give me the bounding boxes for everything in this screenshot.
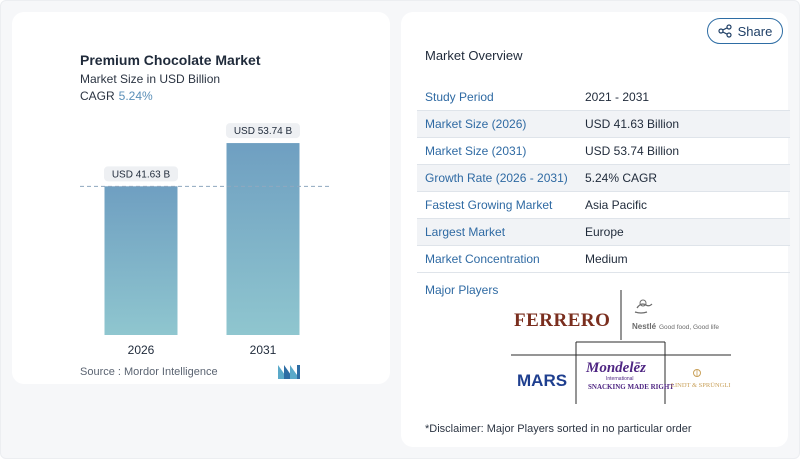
nestle-logo-icon — [634, 299, 653, 314]
overview-value: Europe — [585, 225, 624, 239]
overview-row: Largest Market Europe — [417, 219, 790, 246]
overview-value: Asia Pacific — [585, 198, 648, 212]
cagr-line: CAGR 5.24% — [80, 89, 153, 103]
overview-value: USD 41.63 Billion — [585, 117, 680, 131]
bar-chart: USD 41.63 B 2026 USD 53.74 B 2031 — [80, 123, 330, 357]
overview-row: Fastest Growing Market Asia Pacific — [417, 192, 790, 219]
overview-table: Study Period 2021 - 2031 Market Size (20… — [417, 84, 790, 273]
overview-row: Growth Rate (2026 - 2031) 5.24% CAGR — [417, 165, 790, 192]
overview-row: Market Size (2026) USD 41.63 Billion — [417, 111, 790, 138]
source-text: Source : Mordor Intelligence — [80, 366, 218, 378]
mars-logo: MARS — [517, 371, 567, 390]
overview-key: Fastest Growing Market — [425, 198, 553, 212]
chart-subtitle: Market Size in USD Billion — [80, 72, 221, 86]
overview-key: Study Period — [425, 90, 494, 104]
overview-value: Medium — [585, 252, 628, 266]
bar-2026 — [104, 186, 178, 335]
overview-key: Market Size (2031) — [425, 144, 527, 158]
nestle-logo: Nestlé — [632, 322, 657, 331]
bar-2031 — [226, 143, 300, 335]
overview-key: Largest Market — [425, 225, 506, 239]
mondelez-logo: Mondelēz — [585, 360, 646, 376]
overview-value: 2021 - 2031 — [585, 90, 650, 104]
overview-row: Market Size (2031) USD 53.74 Billion — [417, 138, 790, 165]
major-players-title: Major Players — [425, 283, 499, 297]
major-players-logos: FERRERO Nestlé Good food, Good life MARS… — [511, 290, 731, 404]
disclaimer-text: *Disclaimer: Major Players sorted in no … — [425, 423, 692, 435]
overview-key: Growth Rate (2026 - 2031) — [425, 171, 568, 185]
overview-row: Market Concentration Medium — [417, 246, 790, 273]
overview-row: Study Period 2021 - 2031 — [417, 84, 790, 111]
share-icon — [718, 24, 732, 38]
market-overview-panel: Share Market Overview Study Period 2021 … — [401, 12, 790, 447]
data-label: USD 53.74 B — [234, 126, 293, 137]
lindt-logo: LINDT & SPRÜNGLI — [671, 382, 730, 389]
cagr-value: 5.24% — [118, 89, 153, 103]
overview-value: USD 53.74 Billion — [585, 144, 680, 158]
chart-card: Premium Chocolate Market Market Size in … — [12, 12, 390, 384]
ferrero-logo: FERRERO — [514, 310, 610, 331]
data-label-bg — [104, 166, 178, 182]
share-label: Share — [737, 23, 773, 39]
overview-title: Market Overview — [425, 48, 523, 63]
mordor-logo-icon — [278, 365, 300, 379]
lindt-crest-icon — [693, 369, 701, 377]
overview-value: 5.24% CAGR — [585, 171, 658, 185]
data-label-bg — [226, 123, 300, 139]
nestle-tagline: Good food, Good life — [659, 324, 719, 331]
data-label: USD 41.63 B — [112, 169, 171, 180]
share-button[interactable]: Share — [707, 18, 783, 44]
overview-key: Market Concentration — [425, 252, 540, 266]
cagr-label: CAGR — [80, 89, 115, 103]
x-tick-label: 2026 — [128, 343, 155, 357]
chart-title: Premium Chocolate Market — [80, 52, 261, 68]
overview-key: Market Size (2026) — [425, 117, 527, 131]
mondelez-sub: International — [606, 376, 634, 382]
mondelez-tagline: SNACKING MADE RIGHT — [588, 383, 674, 391]
x-tick-label: 2031 — [250, 343, 277, 357]
